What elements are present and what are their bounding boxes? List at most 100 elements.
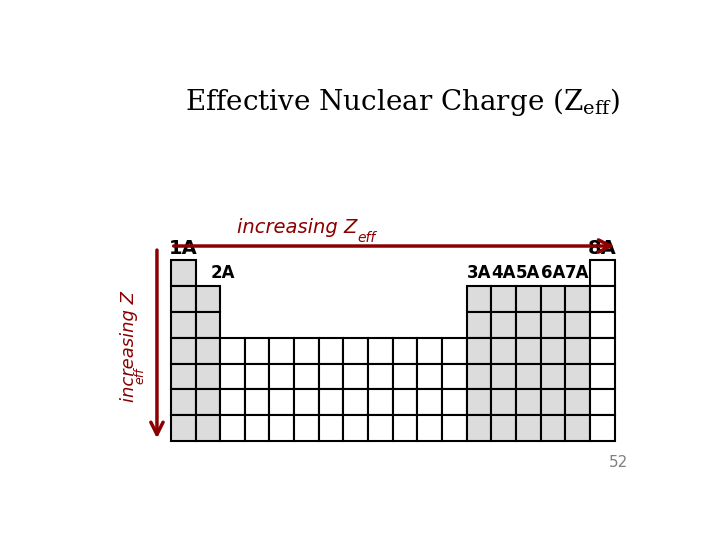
Bar (171, 415, 196, 441)
Bar (319, 338, 343, 363)
Bar (590, 260, 615, 286)
Bar (220, 363, 245, 389)
Bar (269, 389, 294, 415)
Bar (418, 363, 442, 389)
Bar (171, 363, 196, 389)
Bar (392, 338, 418, 363)
Bar (418, 415, 442, 441)
Bar (442, 389, 467, 415)
Text: 1A: 1A (169, 239, 197, 258)
Text: Effective Nuclear Charge ($\mathregular{Z_{eff}}$): Effective Nuclear Charge ($\mathregular{… (185, 86, 620, 118)
Text: eff: eff (358, 231, 376, 245)
Bar (565, 286, 590, 312)
Bar (590, 389, 615, 415)
Bar (392, 415, 418, 441)
Bar (541, 312, 565, 338)
Bar (368, 389, 392, 415)
Bar (467, 286, 491, 312)
Bar (269, 415, 294, 441)
Text: eff: eff (134, 367, 147, 384)
Text: 7A: 7A (565, 264, 590, 282)
Bar (294, 363, 319, 389)
Bar (467, 415, 491, 441)
Bar (565, 415, 590, 441)
Bar (565, 389, 590, 415)
Bar (196, 389, 220, 415)
Bar (245, 415, 269, 441)
Bar (491, 286, 516, 312)
Text: 3A: 3A (467, 264, 491, 282)
Bar (590, 415, 615, 441)
Bar (491, 389, 516, 415)
Bar (418, 338, 442, 363)
Bar (245, 389, 269, 415)
Bar (343, 415, 368, 441)
Bar (541, 286, 565, 312)
Bar (590, 312, 615, 338)
Bar (368, 338, 392, 363)
Bar (516, 312, 541, 338)
Bar (516, 338, 541, 363)
Bar (368, 415, 392, 441)
Bar (171, 312, 196, 338)
Bar (196, 363, 220, 389)
Bar (171, 260, 196, 286)
Bar (491, 338, 516, 363)
Bar (541, 338, 565, 363)
Bar (343, 363, 368, 389)
Bar (541, 415, 565, 441)
Bar (269, 363, 294, 389)
Bar (491, 312, 516, 338)
Bar (541, 363, 565, 389)
Bar (220, 389, 245, 415)
Bar (171, 338, 196, 363)
Bar (319, 363, 343, 389)
Bar (516, 389, 541, 415)
Bar (491, 363, 516, 389)
Bar (220, 415, 245, 441)
Bar (442, 338, 467, 363)
Bar (442, 415, 467, 441)
Bar (590, 286, 615, 312)
Bar (368, 363, 392, 389)
Bar (245, 338, 269, 363)
Bar (467, 389, 491, 415)
Bar (516, 286, 541, 312)
Bar (565, 338, 590, 363)
Bar (442, 363, 467, 389)
Bar (294, 389, 319, 415)
Bar (319, 415, 343, 441)
Bar (343, 389, 368, 415)
Bar (196, 415, 220, 441)
Bar (343, 338, 368, 363)
Bar (245, 363, 269, 389)
Bar (590, 363, 615, 389)
Bar (196, 312, 220, 338)
Text: increasing Z: increasing Z (120, 291, 138, 402)
Bar (171, 389, 196, 415)
Bar (541, 389, 565, 415)
Text: 6A: 6A (541, 264, 565, 282)
Bar (196, 286, 220, 312)
Bar (196, 338, 220, 363)
Text: 5A: 5A (516, 264, 541, 282)
Bar (220, 338, 245, 363)
Bar (467, 312, 491, 338)
Text: 2A: 2A (211, 264, 235, 282)
Bar (467, 338, 491, 363)
Bar (392, 363, 418, 389)
Bar (171, 286, 196, 312)
Bar (294, 415, 319, 441)
Bar (491, 415, 516, 441)
Bar (294, 338, 319, 363)
Bar (467, 363, 491, 389)
Bar (516, 363, 541, 389)
Text: 8A: 8A (588, 239, 616, 258)
Bar (565, 363, 590, 389)
Bar (269, 338, 294, 363)
Bar (319, 389, 343, 415)
Bar (565, 312, 590, 338)
Text: 52: 52 (609, 455, 629, 470)
Text: 4A: 4A (491, 264, 516, 282)
Bar (418, 389, 442, 415)
